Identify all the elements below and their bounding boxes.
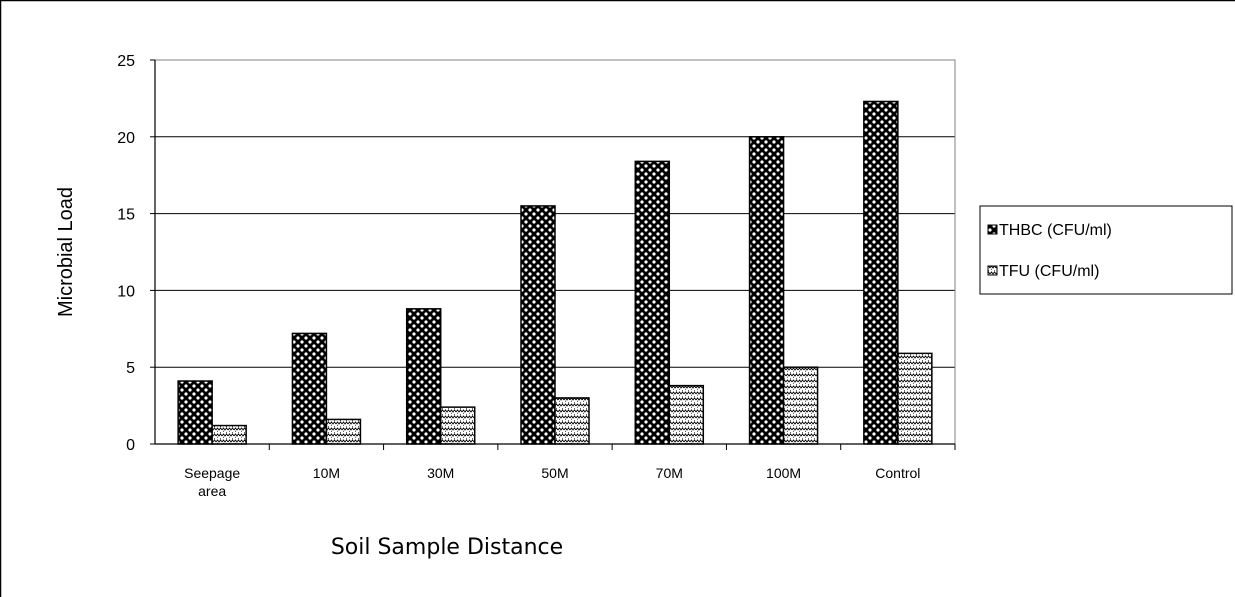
- bar-tfu: [325, 418, 362, 445]
- legend-label-tfu: TFU (CFU/ml): [999, 263, 1099, 280]
- legend-box: [979, 205, 1233, 295]
- bar-tfu: [782, 366, 819, 445]
- x-axis-title: Soil Sample Distance: [331, 535, 563, 560]
- x-tick-labels: Seepage area 10M 30M 50M 70M 100M Control: [184, 444, 956, 499]
- bar-thbc: [291, 332, 328, 445]
- legend-swatch-thbc: [987, 224, 998, 235]
- bar-thbc: [634, 160, 671, 445]
- legend-item-tfu: TFU (CFU/ml): [987, 263, 1099, 280]
- x-tick-label: 70M: [656, 465, 683, 481]
- bar-tfu: [897, 352, 933, 445]
- axes: [154, 60, 955, 445]
- bar-thbc: [748, 136, 785, 445]
- bar-thbc: [520, 205, 556, 445]
- legend-item-thbc: THBC (CFU/ml): [987, 222, 1112, 239]
- x-tick-label: 50M: [541, 465, 568, 481]
- y-tick-label: 5: [126, 360, 135, 377]
- bar-thbc: [863, 100, 899, 445]
- y-tick-labels: 0 5 10 15 20 25: [117, 53, 155, 454]
- y-axis-title: Microbial Load: [55, 187, 77, 317]
- x-tick-label: 100M: [766, 465, 801, 481]
- x-tick-label: 30M: [427, 465, 454, 481]
- bar-tfu: [668, 384, 705, 445]
- y-tick-label: 25: [117, 53, 135, 70]
- y-tick-label: 10: [117, 283, 135, 300]
- bar-tfu: [211, 424, 247, 445]
- legend-label-thbc: THBC (CFU/ml): [999, 222, 1112, 239]
- y-tick-label: 0: [126, 437, 135, 454]
- bar-tfu: [439, 406, 476, 445]
- bar-thbc: [177, 380, 213, 445]
- bar-tfu: [554, 397, 590, 445]
- x-tick-label: area: [198, 483, 226, 499]
- legend: THBC (CFU/ml) TFU (CFU/ml): [979, 205, 1233, 295]
- legend-swatch-tfu: [987, 265, 998, 276]
- bar-thbc: [405, 308, 442, 445]
- bars: [177, 100, 933, 445]
- x-tick-label: Seepage: [184, 465, 240, 481]
- y-tick-label: 15: [117, 207, 135, 224]
- y-tick-label: 20: [117, 130, 135, 147]
- x-tick-label: Control: [875, 465, 920, 481]
- x-tick-label: 10M: [313, 465, 340, 481]
